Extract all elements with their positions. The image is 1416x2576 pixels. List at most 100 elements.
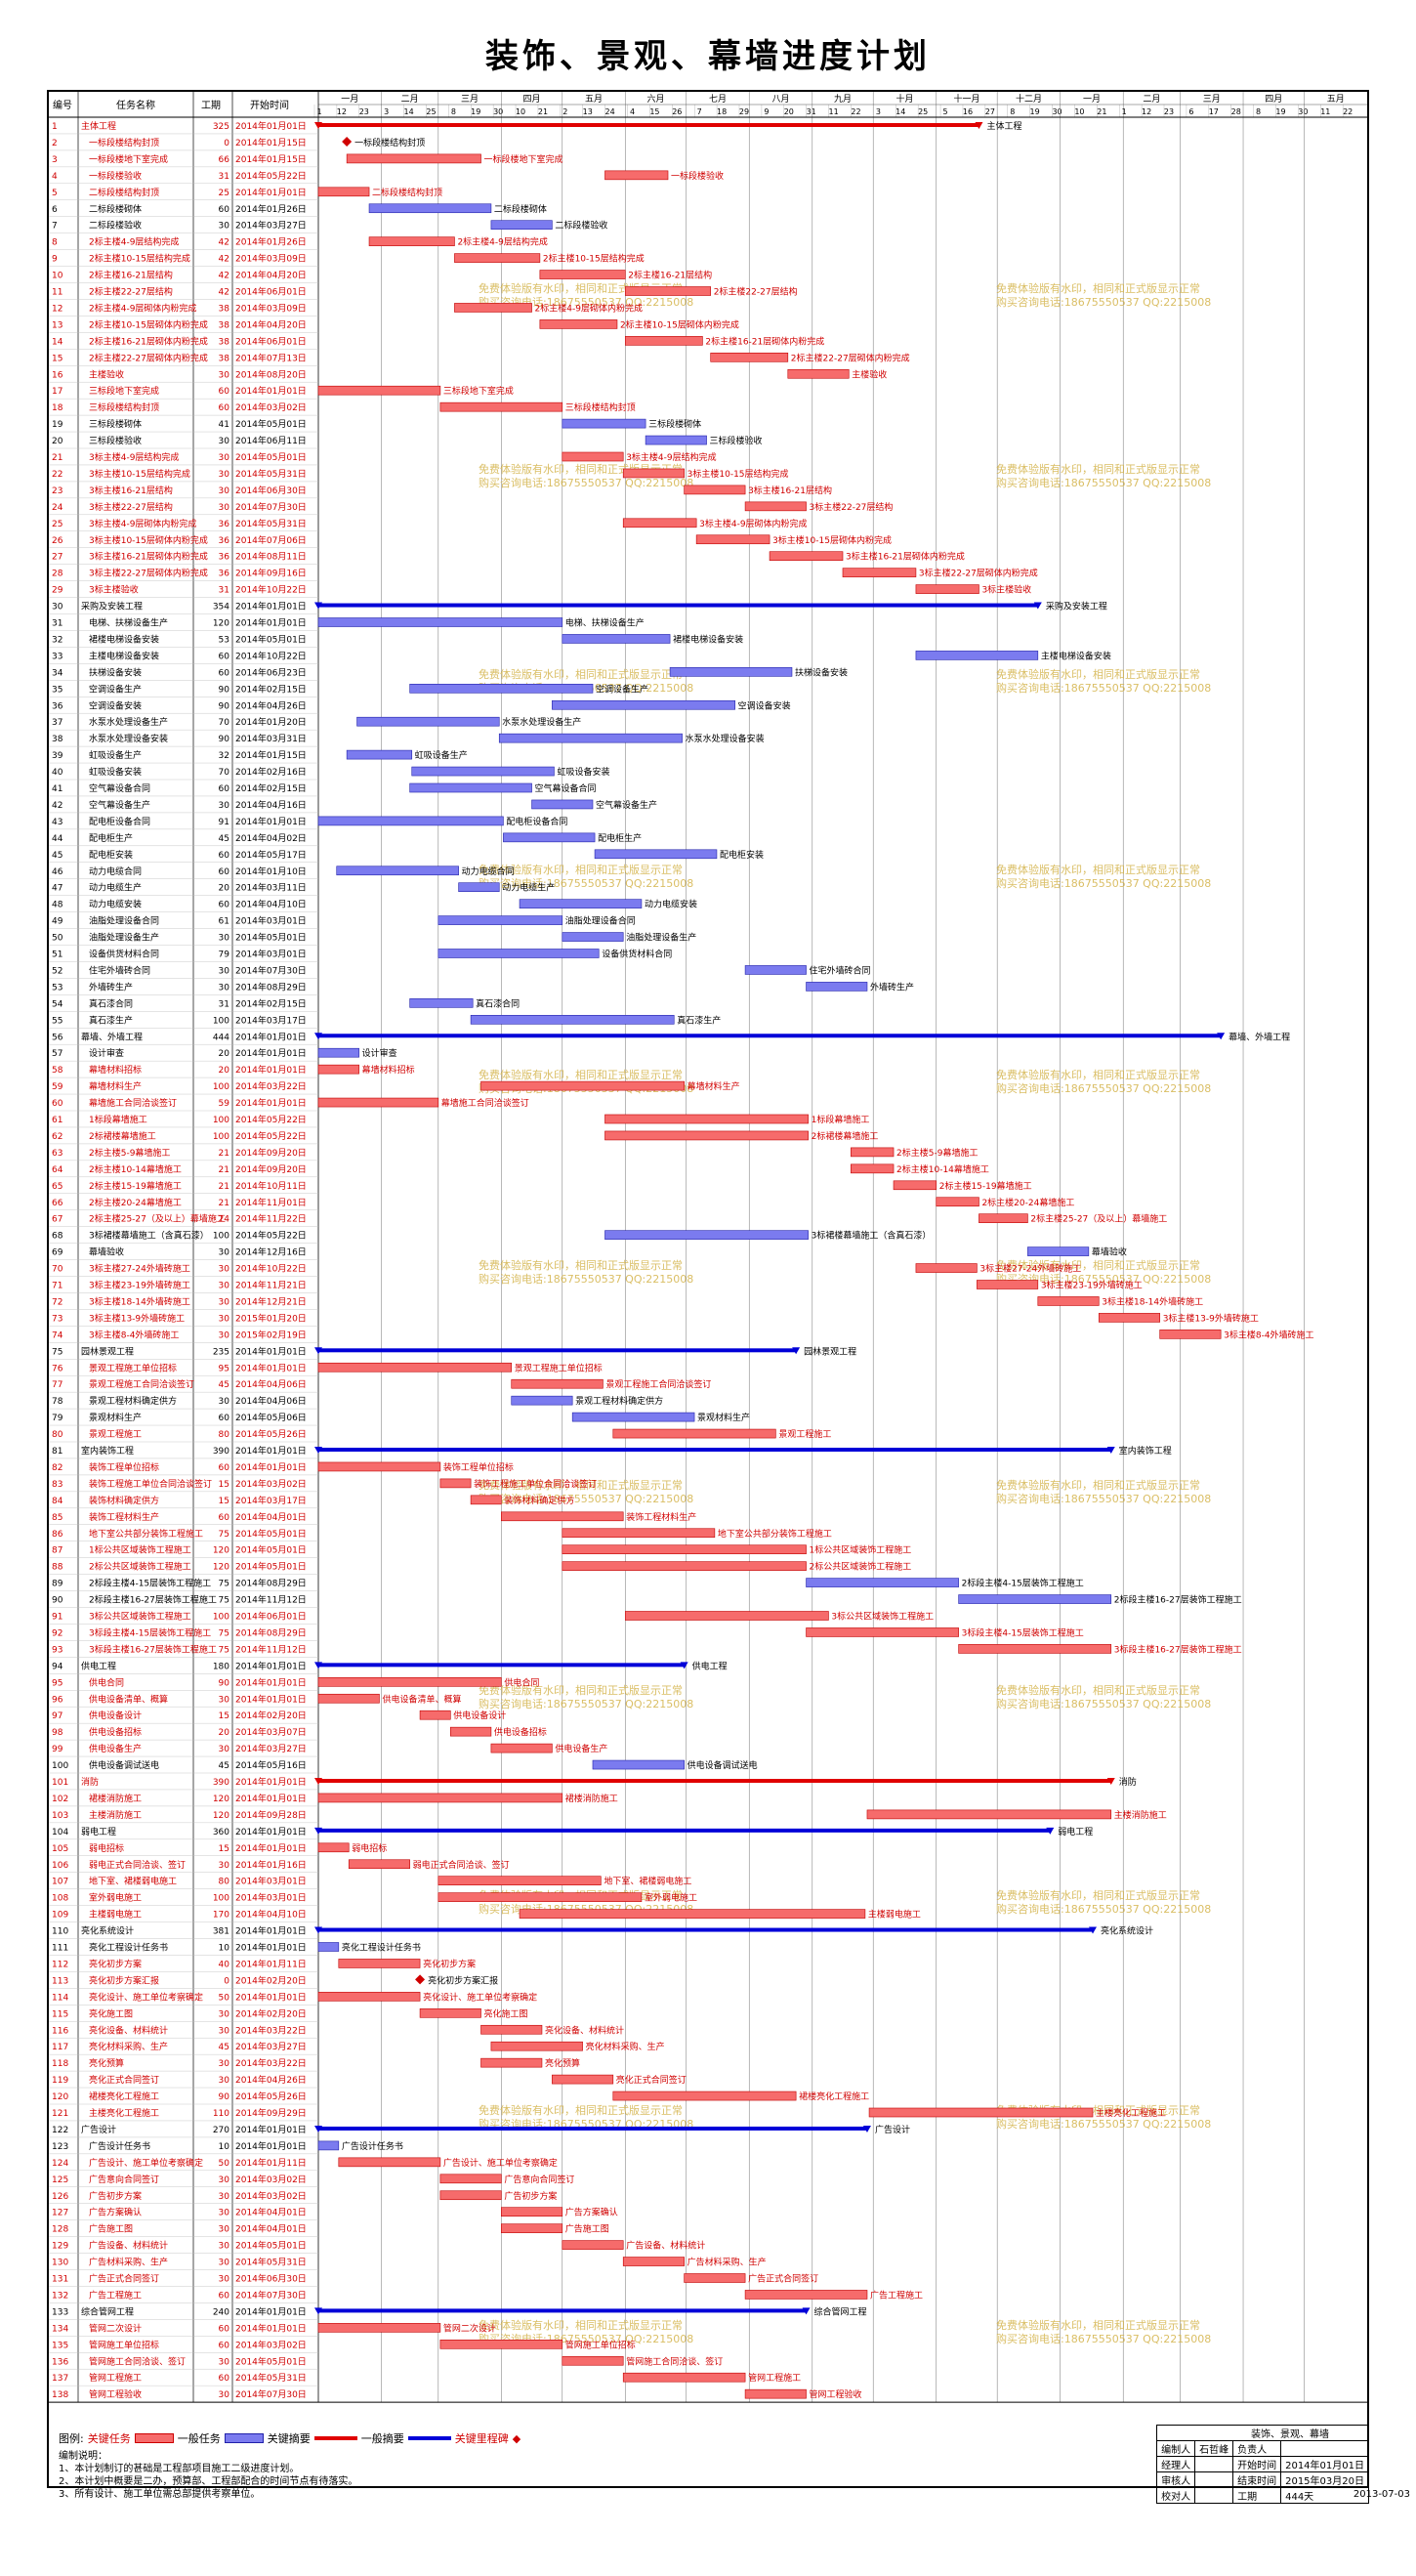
- task-duration: 21: [219, 1182, 229, 1192]
- task-id: 12: [52, 304, 62, 314]
- task-bar: [645, 435, 707, 445]
- task-bar: [511, 1378, 604, 1389]
- task-name: 广告设计、施工单位考察确定: [89, 2157, 203, 2169]
- task-bar: [562, 634, 671, 644]
- watermark-line1: 免费体验版有水印，相同和正式版显示正常: [996, 281, 1200, 295]
- legend-swatch: [134, 2433, 174, 2443]
- task-id: 99: [52, 1745, 63, 1754]
- task-bar: [346, 749, 413, 760]
- task-duration: 381: [213, 1927, 229, 1937]
- task-start: 2014年01月01日: [235, 1676, 307, 1688]
- task-name: 空气幕设备合同: [89, 782, 150, 794]
- task-bar: [622, 2372, 746, 2383]
- summary-cap: [314, 1926, 322, 1934]
- task-id: 32: [52, 635, 62, 645]
- bar-label: 弱电招标: [352, 1842, 387, 1854]
- task-duration: 30: [219, 1745, 230, 1754]
- task-duration: 30: [219, 1282, 230, 1291]
- task-duration: 70: [219, 768, 230, 778]
- task-bar: [368, 203, 492, 214]
- task-id: 15: [52, 354, 62, 363]
- task-duration: 100: [213, 1894, 229, 1904]
- task-start: 2015年01月20日: [235, 1312, 307, 1324]
- task-name: 动力电缆生产: [89, 882, 142, 894]
- task-bar: [624, 336, 703, 346]
- task-start: 2014年05月22日: [235, 1114, 307, 1125]
- day-label: 2: [562, 107, 567, 116]
- task-duration: 390: [213, 1778, 229, 1788]
- task-start: 2014年01月01日: [235, 1064, 307, 1076]
- task-id: 37: [52, 718, 62, 728]
- bar-label: 幕墙验收: [1092, 1246, 1127, 1258]
- task-name: 管网施工合同洽谈、签订: [89, 2355, 186, 2367]
- month-label: 三月: [1203, 94, 1221, 105]
- info-label: 编制人: [1156, 2440, 1196, 2457]
- task-bar: [866, 1809, 1112, 1820]
- bar-label: 广告材料采购、生产: [687, 2257, 767, 2268]
- task-id: 129: [52, 2242, 68, 2252]
- task-start: 2014年02月15日: [235, 782, 307, 794]
- task-bar: [419, 1710, 451, 1720]
- task-start: 2014年01月01日: [235, 1461, 307, 1473]
- task-id: 106: [52, 1861, 68, 1871]
- task-name: 2标主楼15-19幕墙施工: [89, 1180, 182, 1192]
- task-duration: 10: [219, 2142, 230, 2152]
- task-bar: [317, 1362, 513, 1372]
- task-id: 102: [52, 1795, 68, 1804]
- day-label: 28: [1231, 107, 1241, 116]
- task-start: 2014年05月31日: [235, 2257, 307, 2268]
- task-start: 2014年01月01日: [235, 187, 307, 198]
- task-bar: [562, 418, 646, 429]
- task-start: 2014年01月01日: [235, 1031, 307, 1042]
- task-start: 2014年01月20日: [235, 716, 307, 728]
- task-duration: 90: [219, 735, 230, 744]
- task-name: 2标主楼5-9幕墙施工: [89, 1147, 170, 1159]
- watermark-line1: 免费体验版有水印，相同和正式版显示正常: [996, 1683, 1200, 1697]
- task-name: 主体工程: [81, 120, 116, 132]
- month-label: 十一月: [953, 93, 979, 105]
- info-label: 结束时间: [1232, 2471, 1282, 2488]
- milestone-diamond: [415, 1974, 426, 1985]
- task-start: 2014年08月11日: [235, 551, 307, 563]
- task-duration: 30: [219, 966, 230, 976]
- task-bar: [851, 1163, 895, 1174]
- task-name: 主楼亮化工程施工: [89, 2107, 159, 2119]
- bar-label: 亮化材料采购、生产: [586, 2041, 665, 2052]
- task-bar: [624, 286, 712, 296]
- bar-label: 裙楼消防施工: [565, 1793, 618, 1804]
- task-bar: [501, 2223, 563, 2233]
- task-name: 主楼电梯设备安装: [89, 650, 159, 661]
- bar-label: 三标段楼验收: [710, 435, 763, 446]
- task-bar: [622, 518, 697, 528]
- task-name: 一标段楼地下室完成: [89, 153, 168, 165]
- task-duration: 21: [219, 1199, 229, 1208]
- task-duration: 120: [213, 1546, 229, 1556]
- day-label: 22: [1343, 107, 1353, 116]
- day-label: 6: [1188, 107, 1193, 116]
- task-start: 2014年10月22日: [235, 1263, 307, 1275]
- task-id: 2: [52, 139, 58, 148]
- bar-label: 3标主楼16-21层砌体内粉完成: [846, 551, 965, 563]
- task-duration: 60: [219, 2324, 230, 2334]
- task-start: 2014年03月17日: [235, 1495, 307, 1506]
- task-bar: [317, 2323, 441, 2333]
- task-name: 亮化材料采购、生产: [89, 2041, 168, 2052]
- task-start: 2014年03月22日: [235, 2024, 307, 2036]
- bar-label: 一标段楼结构封顶: [354, 137, 425, 148]
- task-start: 2014年01月01日: [235, 1445, 307, 1457]
- task-duration: 41: [219, 420, 229, 430]
- bar-label: 动力电缆合同: [462, 866, 515, 877]
- task-name: 亮化初步方案汇报: [89, 1974, 159, 1986]
- task-start: 2014年03月22日: [235, 1080, 307, 1092]
- task-duration: 100: [213, 1132, 229, 1142]
- task-start: 2014年07月30日: [235, 2289, 307, 2301]
- bar-label: 3标主楼16-21层结构: [748, 485, 832, 496]
- day-label: 8: [1256, 107, 1261, 116]
- task-duration: 100: [213, 1613, 229, 1623]
- watermark-line2: 购买咨询电话:18675550537 QQ:2215008: [996, 476, 1211, 489]
- task-start: 2014年01月01日: [235, 1693, 307, 1705]
- task-name: 二标段楼验收: [89, 220, 142, 232]
- task-name: 广告初步方案: [89, 2190, 142, 2202]
- bar-label: 亮化系统设计: [1101, 1925, 1153, 1937]
- task-duration: 75: [219, 1645, 229, 1655]
